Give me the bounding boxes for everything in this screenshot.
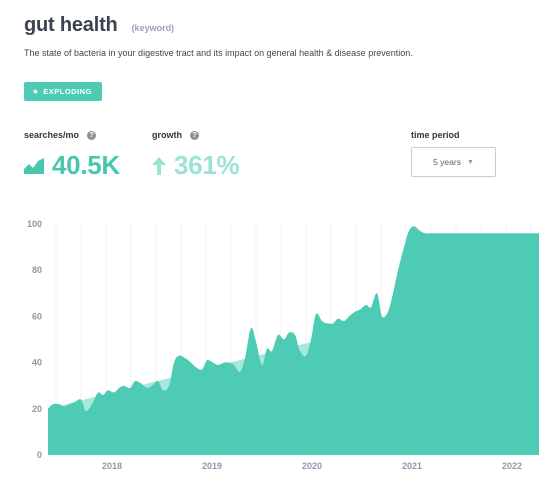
y-tick-label: 80 <box>32 265 42 275</box>
y-tick-label: 0 <box>37 450 42 460</box>
x-tick-label: 2018 <box>102 461 122 471</box>
keyword-type-tag: (keyword) <box>131 23 175 33</box>
x-tick-label: 2019 <box>202 461 222 471</box>
growth-value-row: 361% <box>152 150 240 181</box>
title-row: gut health (keyword) <box>24 14 174 37</box>
star-icon: ★ <box>32 87 40 96</box>
x-tick-label: 2022 <box>502 461 522 471</box>
time-period-select[interactable]: 5 years ▼ <box>411 147 496 177</box>
y-tick-label: 60 <box>32 311 42 321</box>
searches-label: searches/mo <box>24 130 80 140</box>
question-mark-icon[interactable]: ? <box>87 130 97 140</box>
y-tick-label: 40 <box>32 358 42 368</box>
y-tick-label: 20 <box>32 404 42 414</box>
badge-label: EXPLODING <box>43 87 92 96</box>
growth-value: 361% <box>174 150 240 180</box>
keyword-description: The state of bacteria in your digestive … <box>24 48 413 58</box>
x-axis: 2018 2019 2020 2021 2022 <box>102 461 522 471</box>
page-title: gut health <box>24 14 118 36</box>
time-period-label: time period <box>411 130 460 140</box>
time-period-value: 5 years <box>433 157 461 167</box>
search-volume-area <box>48 226 539 455</box>
arrow-up-icon <box>152 156 166 175</box>
y-axis: 0 20 40 60 80 100 <box>27 219 42 460</box>
growth-label-row: growth ? <box>152 130 199 140</box>
searches-value-row: 40.5K <box>24 150 120 181</box>
area-chart-icon <box>24 157 44 174</box>
x-tick-label: 2021 <box>402 461 422 471</box>
y-tick-label: 100 <box>27 219 42 229</box>
x-tick-label: 2020 <box>302 461 322 471</box>
chevron-down-icon: ▼ <box>466 158 474 166</box>
search-trend-chart: 0 20 40 60 80 100 2018 2019 2020 2021 2022 <box>27 219 539 471</box>
searches-label-row: searches/mo ? <box>24 130 97 140</box>
question-mark-icon[interactable]: ? <box>190 130 199 140</box>
exploding-badge: ★ EXPLODING <box>24 82 102 101</box>
searches-value: 40.5K <box>52 150 120 180</box>
growth-label: growth <box>152 130 182 140</box>
